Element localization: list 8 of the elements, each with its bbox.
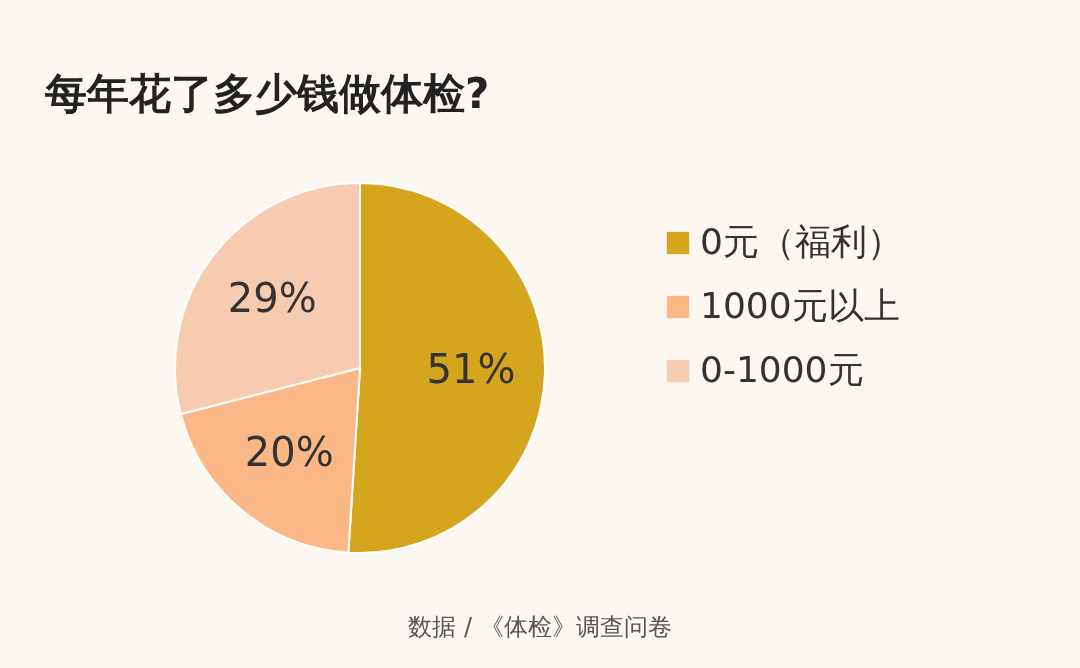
- text: 数据 / 《体检》调查问卷: [408, 613, 672, 641]
- legend-label: 1000元以上: [700, 285, 900, 326]
- data-label: 51%: [426, 346, 516, 393]
- legend-label: 0-1000元: [700, 349, 864, 390]
- legend-label: 0元（福利）: [700, 221, 903, 262]
- data-label: 29%: [227, 274, 317, 321]
- data-label: 20%: [244, 428, 334, 475]
- chart-title: 每年花了多少钱做体检?: [44, 69, 490, 118]
